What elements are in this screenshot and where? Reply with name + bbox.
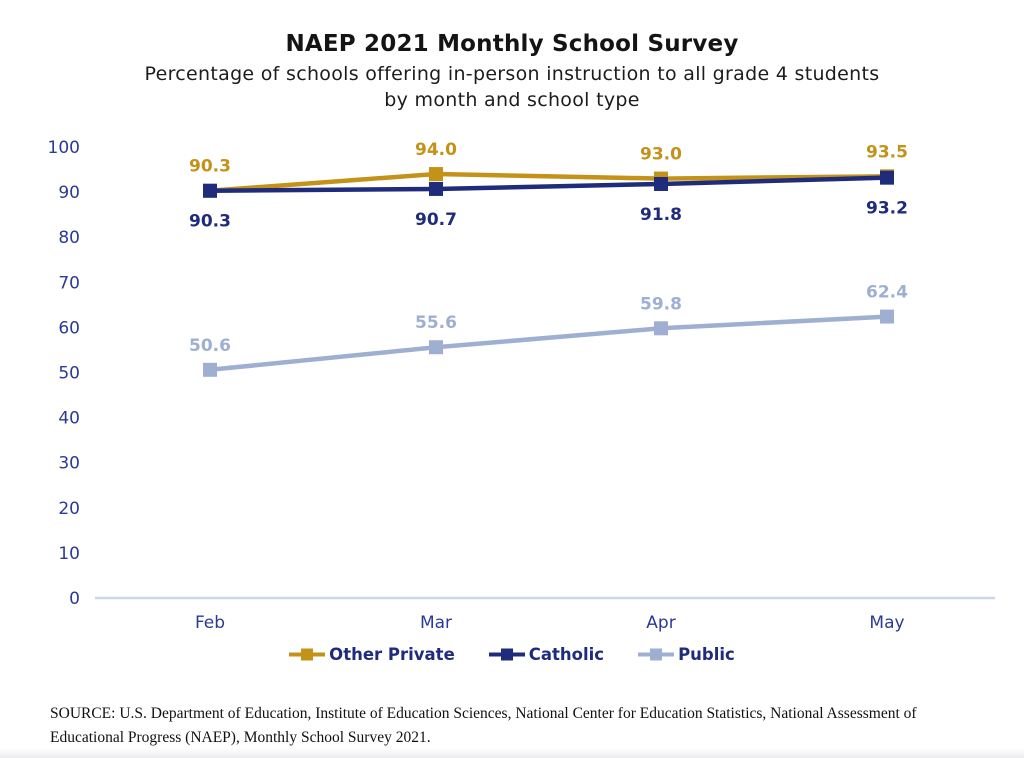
y-tick-label-20: 20 bbox=[58, 499, 80, 519]
data-marker-public-feb bbox=[203, 362, 217, 377]
y-tick-label-90: 90 bbox=[58, 183, 80, 203]
series-line-other-private bbox=[209, 171, 888, 193]
data-label-catholic-feb: 90.3 bbox=[189, 212, 231, 232]
chart-legend: Other Private Catholic Public bbox=[0, 645, 1024, 664]
data-label-public-apr: 59.8 bbox=[640, 294, 682, 314]
source-note: SOURCE: U.S. Department of Education, In… bbox=[50, 705, 917, 746]
line-chart: 0 10 20 30 40 50 60 70 80 90 100 Feb Mar Apr May 90.3 94… bbox=[48, 138, 995, 633]
chart-title: NAEP 2021 Monthly School Survey bbox=[285, 31, 739, 57]
legend-marker-catholic-icon bbox=[488, 648, 525, 661]
legend-marker-public-icon bbox=[638, 648, 675, 661]
data-label-other-private-may: 93.5 bbox=[866, 142, 908, 162]
data-marker-catholic-mar bbox=[429, 181, 443, 196]
data-marker-catholic-apr bbox=[654, 176, 668, 191]
x-tick-label-mar: Mar bbox=[420, 613, 452, 633]
data-label-public-mar: 55.6 bbox=[415, 313, 457, 333]
y-tick-label-80: 80 bbox=[58, 228, 80, 248]
x-tick-label-may: May bbox=[869, 613, 904, 633]
page-edge-shading bbox=[0, 748, 1024, 758]
y-tick-label-40: 40 bbox=[58, 409, 80, 429]
y-tick-label-0: 0 bbox=[69, 589, 80, 609]
chart-subtitle-line2: by month and school type bbox=[384, 89, 640, 111]
x-tick-label-apr: Apr bbox=[646, 613, 675, 633]
y-tick-label-70: 70 bbox=[58, 273, 80, 293]
legend-label-other-private: Other Private bbox=[329, 645, 455, 664]
y-tick-label-30: 30 bbox=[58, 454, 80, 474]
legend-marker-other-private-icon bbox=[289, 648, 326, 661]
legend-item-public: Public bbox=[638, 645, 735, 664]
data-marker-other-private-mar bbox=[429, 167, 443, 182]
data-label-catholic-may: 93.2 bbox=[866, 199, 908, 219]
data-label-public-feb: 50.6 bbox=[189, 336, 231, 356]
legend-label-public: Public bbox=[678, 645, 735, 664]
data-marker-public-apr bbox=[654, 321, 668, 336]
legend-label-catholic: Catholic bbox=[528, 645, 605, 664]
data-label-catholic-mar: 90.7 bbox=[415, 210, 457, 230]
chart-subtitle: Percentage of schools offering in-person… bbox=[0, 61, 1024, 113]
data-label-other-private-mar: 94.0 bbox=[415, 140, 457, 160]
legend-item-catholic: Catholic bbox=[488, 645, 605, 664]
legend-item-other-private: Other Private bbox=[289, 645, 455, 664]
y-tick-label-60: 60 bbox=[58, 318, 80, 338]
y-tick-label-50: 50 bbox=[58, 364, 80, 384]
y-tick-label-100: 100 bbox=[48, 138, 80, 158]
data-label-catholic-apr: 91.8 bbox=[640, 205, 682, 225]
series-line-public bbox=[209, 314, 888, 373]
x-tick-label-feb: Feb bbox=[195, 613, 225, 633]
data-label-public-may: 62.4 bbox=[866, 283, 908, 303]
y-tick-label-10: 10 bbox=[58, 544, 80, 564]
series-line-catholic bbox=[209, 175, 888, 193]
data-label-other-private-feb: 90.3 bbox=[189, 157, 231, 177]
chart-subtitle-line1: Percentage of schools offering in-person… bbox=[144, 63, 880, 85]
data-marker-catholic-feb bbox=[203, 183, 217, 198]
data-label-other-private-apr: 93.0 bbox=[640, 145, 682, 165]
data-marker-public-may bbox=[880, 309, 894, 324]
data-marker-public-mar bbox=[429, 340, 443, 355]
data-marker-catholic-may bbox=[880, 170, 894, 185]
